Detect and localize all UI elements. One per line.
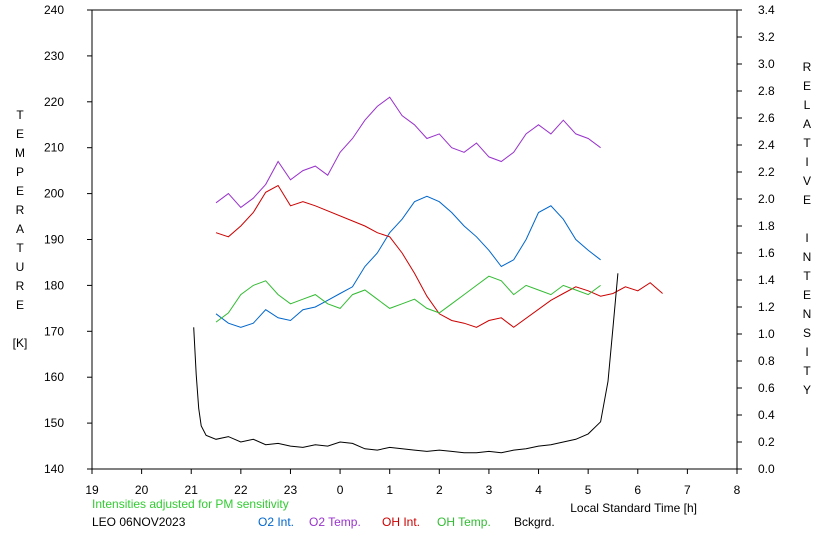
ylabel_left_letters-letter: E: [15, 298, 24, 312]
right-tick-label: 2.6: [758, 111, 775, 125]
x-tick-label: 23: [284, 483, 298, 497]
ylabel_left_letters-letter: R: [15, 279, 25, 293]
plot-frame: [91, 9, 738, 470]
left-tick-label: 170: [44, 324, 64, 338]
ylabel_right_letters-letter: T: [803, 269, 811, 283]
right-tick-label: 3.4: [758, 3, 775, 17]
left-tick-label: 200: [44, 187, 64, 201]
ylabel_left_letters-letter: U: [15, 260, 25, 274]
intensity-note: Intensities adjusted for PM sensitivity: [92, 497, 289, 511]
right-tick-label: 1.0: [758, 327, 775, 341]
x-tick-label: 3: [486, 483, 493, 497]
ylabel_right_letters-letter: I: [805, 155, 809, 169]
ylabel_left_letters-letter: E: [15, 127, 24, 141]
legend-o2-temp: O2 Temp.: [309, 515, 361, 529]
ylabel_left_letters-letter: T: [16, 108, 24, 122]
left-tick-label: 140: [44, 462, 64, 476]
series-oh-temp: [215, 275, 601, 323]
left-tick-label: 230: [44, 49, 64, 63]
right-tick-label: 1.4: [758, 273, 775, 287]
right-tick-label: 3.0: [758, 57, 775, 71]
right-tick-label: 2.0: [758, 192, 775, 206]
ylabel_right_letters-letter: V: [802, 174, 811, 188]
ylabel_left_letters-letter: M: [15, 146, 25, 160]
ylabel_right_letters-letter: Y: [802, 383, 811, 397]
x-tick-label: 1: [386, 483, 393, 497]
x-tick-label: 2: [436, 483, 443, 497]
right-tick-label: 1.8: [758, 219, 775, 233]
series-oh-int: [215, 184, 663, 328]
right-y-axis: 0.0 0.2 0.4 0.6 0.8 1.0 1.2 1.4 1.6 1.8 2.0 2.2 2.4 2…: [737, 3, 775, 476]
left-tick-label: 220: [44, 95, 64, 109]
ylabel_right_letters-letter: I: [805, 231, 809, 245]
station-date: LEO 06NOV2023: [92, 515, 186, 529]
right-tick-label: 0.0: [758, 462, 775, 476]
ylabel_left_letters-letter: T: [16, 241, 24, 255]
ylabel_right_letters-letter: T: [803, 364, 811, 378]
ylabel_left_letters-letter: R: [15, 203, 25, 217]
left-tick-label: 180: [44, 278, 64, 292]
right-tick-label: 0.8: [758, 354, 775, 368]
left-tick-label: 190: [44, 233, 64, 247]
ylabel_right_letters-letter: S: [802, 326, 811, 340]
x-tick-label: 8: [734, 483, 741, 497]
ylabel_left_letters-letter: P: [15, 165, 24, 179]
ylabel_right_letters-letter: I: [805, 345, 809, 359]
right-tick-label: 2.8: [758, 84, 775, 98]
ylabel_right_letters-letter: [797, 210, 817, 229]
legend-o2-int: O2 Int.: [258, 515, 295, 529]
ylabel_right_letters-letter: T: [803, 136, 811, 150]
x-tick-label: 7: [684, 483, 691, 497]
ylabel_left_letters-letter: E: [15, 184, 24, 198]
ylabel_left_letters-letter: [10, 315, 30, 334]
x-tick-label: 6: [634, 483, 641, 497]
right-tick-label: 0.4: [758, 408, 775, 422]
right-tick-label: 1.6: [758, 246, 775, 260]
x-axis-title: Local Standard Time [h]: [570, 501, 697, 515]
right-tick-label: 2.2: [758, 165, 775, 179]
ylabel_left_letters-letter: A: [15, 222, 24, 236]
ylabel_right_letters-letter: L: [803, 98, 811, 112]
x-tick-label: 5: [585, 483, 592, 497]
x-tick-label: 4: [535, 483, 542, 497]
x-tick-label: 22: [234, 483, 248, 497]
ylabel_right_letters-letter: E: [802, 79, 811, 93]
legend-oh-int: OH Int.: [382, 515, 421, 529]
legend-oh-temp: OH Temp.: [437, 515, 491, 529]
x-axis: 19 20 21 22 23 0 1 2 3 4 5 6 7 8: [85, 469, 741, 497]
right-tick-label: 0.2: [758, 435, 775, 449]
x-tick-label: 21: [185, 483, 199, 497]
series-o2-temp: [215, 96, 601, 209]
right-tick-label: 1.2: [758, 300, 775, 314]
ylabel_right_letters-letter: A: [802, 117, 811, 131]
left-tick-label: 210: [44, 141, 64, 155]
x-tick-label: 0: [337, 483, 344, 497]
left-tick-label: 160: [44, 370, 64, 384]
right-tick-label: 2.4: [758, 138, 775, 152]
left-y-axis: 140 150 160 170 180 190 200 210 220 230 240: [44, 3, 92, 476]
series-layer: [193, 96, 663, 454]
right-tick-label: 0.6: [758, 381, 775, 395]
ylabel_right_letters-letter: R: [802, 60, 812, 74]
x-tick-label: 19: [85, 483, 99, 497]
series-bckgrd: [193, 273, 619, 454]
ylabel_right_letters-letter: E: [802, 288, 811, 302]
right-tick-label: 3.2: [758, 30, 775, 44]
left-tick-label: 240: [44, 3, 64, 17]
series-o2-int: [215, 195, 601, 328]
ylabel_left_letters-letter: [K]: [12, 336, 28, 350]
ylabel_right_letters-letter: N: [802, 307, 812, 321]
ylabel_right_letters-letter: E: [802, 193, 811, 207]
legend-bckgrd: Bckgrd.: [514, 515, 555, 529]
x-tick-label: 20: [135, 483, 149, 497]
ylabel_right_letters-letter: N: [802, 250, 812, 264]
left-tick-label: 150: [44, 416, 64, 430]
